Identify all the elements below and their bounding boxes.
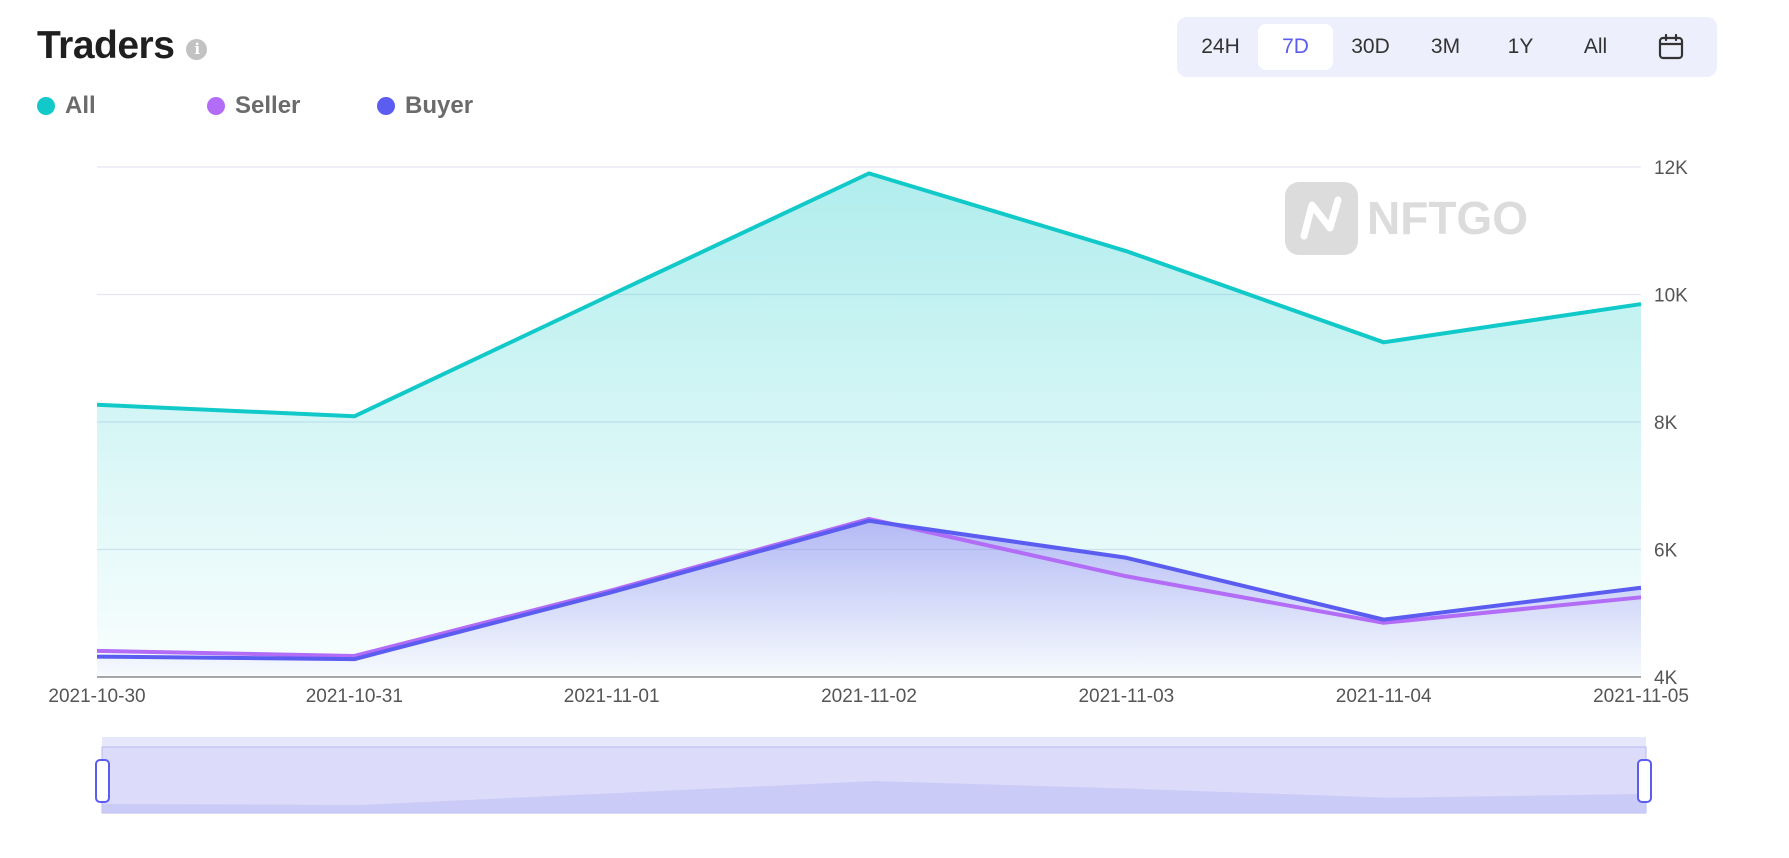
x-tick-label: 2021-11-04 bbox=[1336, 686, 1432, 707]
x-tick-label: 2021-11-03 bbox=[1078, 686, 1174, 707]
x-tick-label: 2021-11-02 bbox=[821, 686, 917, 707]
calendar-button[interactable] bbox=[1633, 24, 1708, 70]
legend-label-seller: Seller bbox=[235, 92, 301, 119]
time-range-selector: 24H 7D 30D 3M 1Y All bbox=[1177, 17, 1717, 77]
range-button-24h[interactable]: 24H bbox=[1201, 35, 1240, 58]
range-button-7d[interactable]: 7D bbox=[1258, 24, 1333, 70]
y-tick-label: 10K bbox=[1654, 286, 1688, 307]
calendar-icon bbox=[1658, 33, 1683, 60]
x-tick-label: 2021-11-01 bbox=[564, 686, 660, 707]
navigator-right-handle[interactable] bbox=[1637, 759, 1652, 803]
legend: All Seller Buyer bbox=[37, 92, 473, 120]
range-button-all[interactable]: All bbox=[1583, 35, 1608, 58]
nftgo-watermark: NFTGO bbox=[1285, 182, 1528, 255]
x-tick-label: 2021-11-05 bbox=[1593, 686, 1689, 707]
range-button-1y[interactable]: 1Y bbox=[1507, 35, 1534, 58]
watermark-text: NFTGO bbox=[1367, 192, 1528, 244]
chart-title: Traders i bbox=[37, 24, 208, 68]
page-title: Traders bbox=[37, 24, 175, 67]
area-all bbox=[97, 173, 1641, 677]
x-tick-label: 2021-10-30 bbox=[48, 686, 145, 707]
range-button-30d[interactable]: 30D bbox=[1351, 35, 1390, 58]
info-icon[interactable]: i bbox=[186, 38, 208, 60]
navigator-left-handle[interactable] bbox=[95, 759, 110, 803]
legend-item-all[interactable]: All bbox=[37, 92, 207, 120]
x-tick-label: 2021-10-31 bbox=[306, 686, 403, 707]
navigator-area bbox=[102, 781, 1646, 813]
area-buyer bbox=[97, 520, 1641, 677]
legend-label-buyer: Buyer bbox=[405, 92, 474, 119]
legend-dot-seller bbox=[207, 97, 225, 115]
y-tick-label: 8K bbox=[1654, 413, 1678, 434]
line-all[interactable] bbox=[96, 171, 1642, 419]
navigator-top-bar[interactable] bbox=[102, 737, 1646, 747]
y-tick-label: 4K bbox=[1654, 668, 1678, 689]
legend-label-all: All bbox=[65, 92, 96, 119]
legend-item-seller[interactable]: Seller bbox=[207, 92, 377, 120]
zoom-navigator bbox=[95, 737, 1652, 814]
y-tick-label: 12K bbox=[1654, 158, 1688, 179]
y-tick-label: 6K bbox=[1654, 541, 1678, 562]
legend-item-buyer[interactable]: Buyer bbox=[377, 92, 473, 120]
legend-dot-all bbox=[37, 97, 55, 115]
line-buyer[interactable] bbox=[96, 518, 1642, 662]
legend-dot-buyer bbox=[377, 97, 395, 115]
range-button-3m[interactable]: 3M bbox=[1430, 35, 1461, 58]
